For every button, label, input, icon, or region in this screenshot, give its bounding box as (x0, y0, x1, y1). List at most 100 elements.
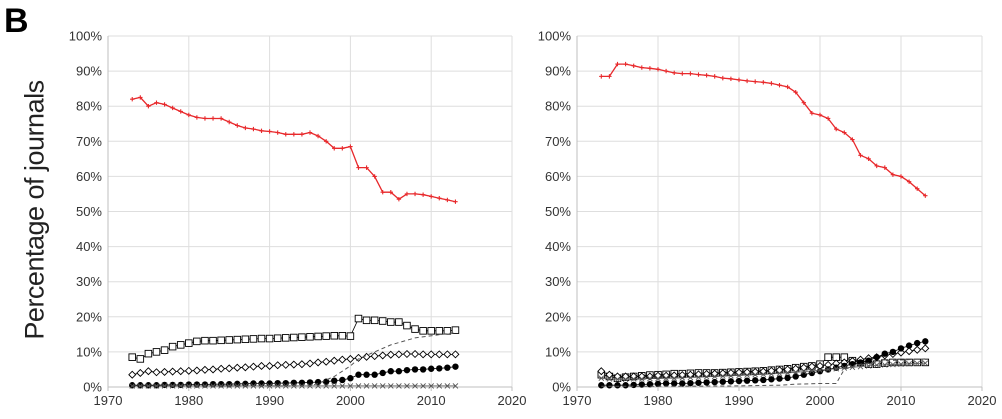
data-point (249, 335, 258, 343)
data-point (606, 376, 613, 382)
data-point (346, 354, 355, 363)
chart-panel-2: 0% 10% 20% 30% 40% 50% 60% 70% 80% 90% 100% 1970 198… (538, 29, 997, 409)
data-point (241, 363, 250, 372)
data-point (168, 342, 177, 351)
data-point (784, 370, 791, 376)
data-point (193, 381, 201, 388)
data-point (130, 96, 135, 102)
data-point (645, 372, 654, 381)
x-tick-label: 2010 (417, 393, 446, 408)
data-point (315, 133, 321, 139)
data-point (906, 179, 912, 184)
data-point (298, 379, 306, 386)
data-point (744, 78, 750, 84)
data-point (362, 316, 371, 325)
data-point (340, 146, 345, 151)
data-point (752, 377, 759, 384)
data-point (646, 380, 654, 388)
data-point (736, 77, 742, 83)
y-tick-label: 60% (76, 169, 102, 184)
series-none-dashed (132, 332, 456, 387)
data-point (347, 383, 354, 389)
data-point (890, 172, 896, 177)
data-point (192, 366, 201, 375)
data-point (915, 186, 920, 191)
data-point (444, 383, 451, 389)
data-point (354, 314, 363, 323)
data-point (881, 359, 889, 367)
data-point (809, 368, 815, 374)
data-point (816, 368, 824, 375)
data-point (801, 100, 806, 105)
data-point (387, 368, 394, 375)
y-tick-label: 10% (76, 344, 102, 359)
data-point (362, 352, 371, 361)
data-point (443, 327, 452, 335)
y-tick-label: 90% (545, 64, 571, 79)
data-point (695, 379, 702, 386)
data-point (209, 365, 218, 374)
data-point (712, 74, 717, 79)
series-circle (598, 338, 929, 389)
data-point (176, 341, 185, 349)
data-point (719, 378, 726, 385)
y-tick-label: 50% (76, 204, 102, 219)
data-point (170, 105, 175, 111)
y-tick-label: 40% (76, 239, 102, 254)
data-point (720, 75, 725, 81)
data-point (711, 373, 718, 380)
data-point (346, 332, 355, 340)
data-point (290, 333, 298, 342)
data-point (597, 367, 606, 376)
data-point (355, 383, 362, 389)
data-point (267, 129, 272, 134)
data-point (144, 349, 153, 358)
data-point (824, 353, 832, 361)
data-point (249, 362, 258, 371)
data-point (241, 335, 250, 344)
data-point (435, 327, 444, 335)
data-point (599, 74, 604, 79)
data-point (865, 357, 872, 364)
data-point (233, 363, 242, 372)
data-point (338, 355, 347, 364)
data-point (378, 351, 387, 360)
data-point (639, 65, 644, 70)
data-point (162, 102, 167, 107)
data-point (905, 347, 914, 356)
series-line (132, 332, 456, 387)
data-point (177, 381, 184, 389)
data-point (218, 383, 224, 389)
data-point (282, 334, 290, 342)
series-plus (130, 95, 458, 204)
data-point (323, 139, 329, 144)
data-point (146, 104, 151, 109)
data-point (136, 368, 145, 377)
data-point (913, 358, 921, 367)
data-point (387, 318, 395, 326)
data-point (411, 366, 419, 373)
y-tick-label: 80% (545, 99, 571, 114)
data-point (371, 383, 378, 389)
data-point (768, 376, 775, 383)
data-point (145, 382, 152, 389)
panel-label: B (4, 2, 29, 40)
data-point (290, 379, 298, 386)
data-point (849, 364, 856, 371)
data-point (323, 383, 329, 389)
data-point (897, 358, 905, 367)
data-point (396, 197, 402, 202)
x-tick-label: 1970 (94, 393, 123, 408)
data-point (178, 109, 183, 114)
data-point (744, 372, 750, 378)
data-point (865, 363, 872, 369)
data-point (696, 72, 701, 77)
data-point (671, 375, 678, 382)
data-point (760, 371, 767, 378)
x-tick-label: 2020 (498, 393, 527, 408)
data-point (201, 336, 209, 345)
data-point (210, 116, 216, 121)
data-point (629, 372, 638, 381)
data-point (129, 382, 136, 389)
